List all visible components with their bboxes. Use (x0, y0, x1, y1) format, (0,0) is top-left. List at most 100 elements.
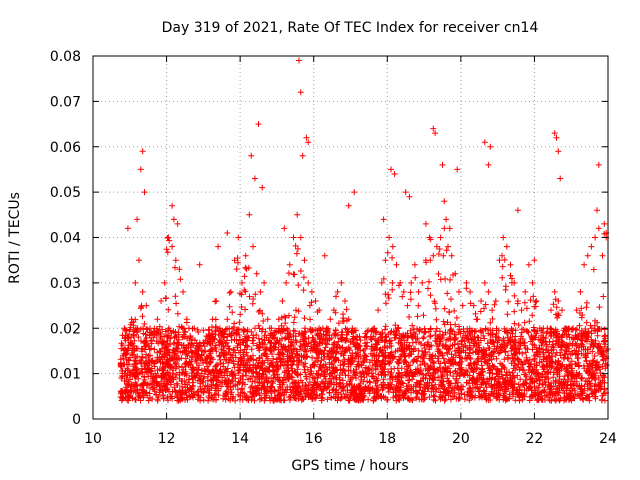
data-point (119, 370, 126, 377)
data-point (133, 345, 140, 352)
data-point (355, 358, 362, 365)
data-point (271, 344, 278, 351)
data-point (453, 314, 460, 321)
data-point (439, 393, 446, 400)
data-point (169, 202, 176, 209)
data-point (351, 395, 357, 402)
data-point (235, 326, 241, 333)
data-point (397, 380, 404, 387)
y-tick-label: 0.04 (50, 231, 81, 247)
data-point (467, 360, 474, 366)
data-point (342, 337, 348, 344)
data-point (362, 352, 369, 359)
data-point (117, 393, 124, 400)
data-point (533, 330, 540, 337)
data-point (511, 362, 518, 369)
data-point (436, 328, 443, 335)
data-point (578, 327, 585, 334)
y-tick-label: 0.02 (50, 321, 81, 337)
data-point (295, 282, 302, 289)
data-point (486, 375, 493, 382)
data-point (543, 373, 549, 380)
data-point (542, 397, 548, 403)
data-point (250, 352, 256, 359)
data-point (263, 394, 269, 401)
data-point (470, 336, 477, 343)
data-point (173, 371, 180, 378)
data-point (154, 349, 161, 356)
data-point (200, 397, 207, 404)
data-point (198, 343, 204, 350)
data-point (243, 359, 250, 366)
data-point (231, 336, 238, 343)
y-tick-label: 0.05 (50, 185, 81, 201)
data-point (507, 261, 514, 268)
data-point (407, 289, 414, 296)
data-point (594, 363, 601, 370)
data-point (185, 362, 192, 369)
data-point (413, 357, 420, 364)
data-point (201, 373, 208, 380)
data-point (359, 369, 366, 376)
data-point (592, 234, 599, 241)
data-point (145, 353, 152, 359)
data-point (320, 331, 327, 338)
data-point (574, 391, 581, 398)
data-point (434, 366, 441, 373)
data-point (237, 341, 244, 348)
data-point (467, 345, 474, 352)
data-point (353, 369, 360, 375)
data-point (353, 363, 360, 370)
data-point (499, 252, 505, 259)
data-point (467, 288, 474, 295)
data-point (162, 295, 169, 302)
data-point (179, 364, 185, 371)
data-point (205, 390, 212, 396)
data-point (149, 357, 156, 364)
data-point (211, 391, 218, 398)
data-point (135, 334, 142, 341)
data-point (511, 308, 518, 315)
data-point (595, 161, 602, 168)
data-point (194, 365, 200, 371)
data-point (174, 356, 181, 363)
data-point (165, 397, 171, 404)
data-point (302, 360, 309, 367)
data-point (172, 293, 179, 300)
data-point (218, 383, 224, 390)
data-point (156, 356, 163, 363)
data-point (554, 314, 561, 321)
data-point (164, 386, 171, 393)
data-point (589, 338, 596, 345)
data-point (312, 338, 319, 345)
y-tick-label: 0.06 (50, 140, 81, 156)
data-point (250, 243, 256, 250)
data-point (125, 394, 132, 401)
data-point (180, 288, 187, 295)
data-point (181, 360, 188, 367)
data-point (447, 369, 454, 376)
data-point (285, 394, 292, 400)
data-point (573, 307, 580, 314)
data-point (300, 287, 307, 294)
data-point (518, 307, 525, 314)
data-point (135, 391, 141, 397)
data-point (540, 356, 547, 363)
data-point (497, 360, 504, 367)
data-point (594, 328, 601, 334)
data-point (480, 332, 487, 339)
data-point (406, 193, 413, 200)
data-point (545, 394, 552, 401)
data-point (521, 339, 528, 346)
data-point (165, 306, 172, 313)
data-point (508, 360, 515, 367)
data-point (375, 307, 382, 314)
data-point (245, 264, 252, 271)
x-tick-labels: 10 12 14 16 18 20 22 24 (84, 431, 617, 447)
data-point (249, 337, 256, 344)
data-point (516, 358, 523, 365)
data-point (265, 388, 272, 395)
data-point (338, 394, 345, 401)
data-point (487, 366, 494, 373)
data-point (202, 382, 209, 389)
